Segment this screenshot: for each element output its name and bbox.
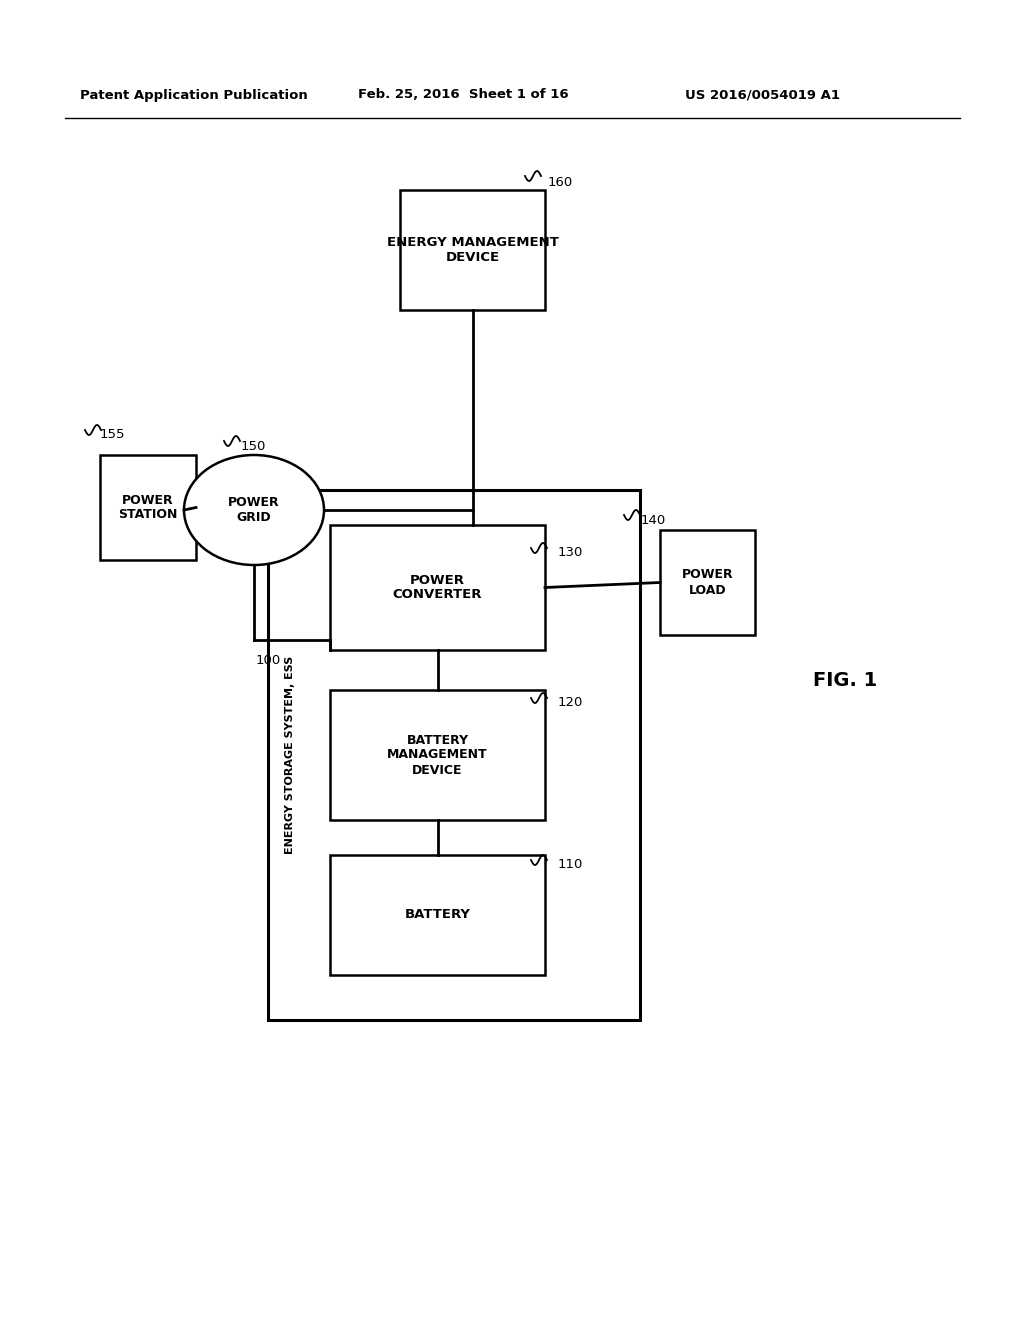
FancyBboxPatch shape — [330, 525, 545, 649]
Text: POWER
LOAD: POWER LOAD — [682, 569, 733, 597]
Text: 155: 155 — [100, 429, 126, 441]
Text: 110: 110 — [558, 858, 584, 871]
Text: POWER
CONVERTER: POWER CONVERTER — [393, 573, 482, 602]
Text: 150: 150 — [241, 441, 266, 454]
Text: ENERGY MANAGEMENT
DEVICE: ENERGY MANAGEMENT DEVICE — [387, 236, 558, 264]
Ellipse shape — [184, 455, 324, 565]
FancyBboxPatch shape — [330, 855, 545, 975]
Text: FIG. 1: FIG. 1 — [813, 671, 878, 689]
Text: 160: 160 — [548, 177, 573, 190]
Text: ENERGY STORAGE SYSTEM, ESS: ENERGY STORAGE SYSTEM, ESS — [285, 656, 295, 854]
Text: US 2016/0054019 A1: US 2016/0054019 A1 — [685, 88, 840, 102]
FancyBboxPatch shape — [100, 455, 196, 560]
Text: 120: 120 — [558, 696, 584, 709]
Text: POWER
GRID: POWER GRID — [228, 496, 280, 524]
Text: POWER
STATION: POWER STATION — [119, 494, 178, 521]
Text: 140: 140 — [641, 513, 667, 527]
FancyBboxPatch shape — [330, 690, 545, 820]
Text: Feb. 25, 2016  Sheet 1 of 16: Feb. 25, 2016 Sheet 1 of 16 — [358, 88, 568, 102]
Text: Patent Application Publication: Patent Application Publication — [80, 88, 308, 102]
FancyBboxPatch shape — [660, 531, 755, 635]
FancyBboxPatch shape — [268, 490, 640, 1020]
Text: 100: 100 — [256, 653, 282, 667]
Text: BATTERY: BATTERY — [404, 908, 470, 921]
Text: 130: 130 — [558, 546, 584, 560]
Text: BATTERY
MANAGEMENT
DEVICE: BATTERY MANAGEMENT DEVICE — [387, 734, 487, 776]
FancyBboxPatch shape — [400, 190, 545, 310]
